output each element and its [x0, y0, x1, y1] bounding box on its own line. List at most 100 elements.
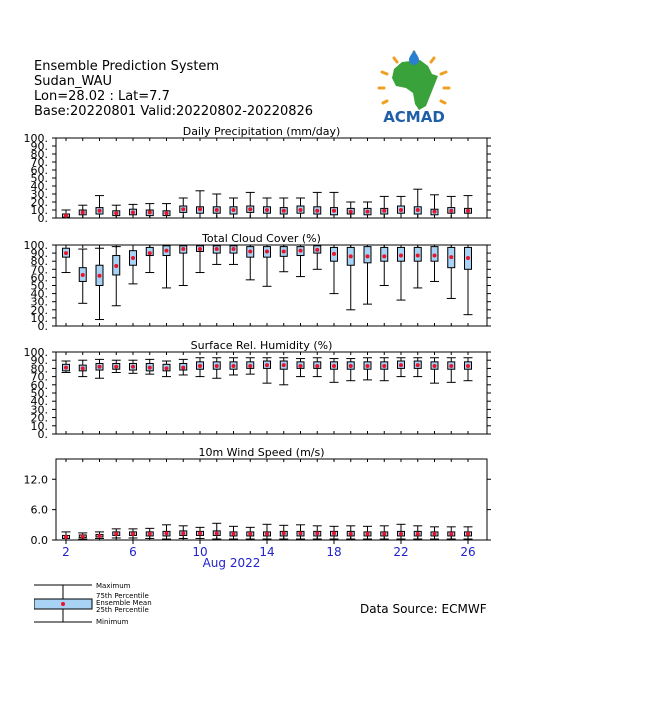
iqr-box — [313, 530, 322, 537]
y-tick-label: 30. — [31, 403, 49, 416]
mean-point — [281, 531, 286, 536]
africa-map-icon — [392, 60, 438, 110]
y-tick-label: 70. — [31, 371, 49, 384]
iqr-box — [179, 205, 188, 213]
water-drop-icon — [409, 50, 419, 65]
mean-point — [97, 273, 102, 278]
mean-point — [97, 208, 102, 213]
y-tick-label: 40. — [31, 288, 49, 301]
mean-point — [164, 248, 169, 253]
iqr-box — [279, 360, 288, 370]
mean-point — [248, 363, 253, 368]
mean-point — [415, 253, 420, 258]
iqr-box — [263, 360, 271, 369]
mean-point — [298, 363, 303, 368]
iqr-box — [313, 361, 322, 369]
y-tick-label: 50. — [31, 387, 49, 400]
x-tick-label: 6 — [129, 545, 137, 559]
iqr-box — [330, 207, 338, 216]
iqr-box — [212, 361, 221, 370]
y-tick-label: 30. — [31, 296, 49, 309]
panel-title: Total Cloud Cover (%) — [201, 232, 321, 245]
iqr-box — [129, 250, 137, 266]
iqr-box — [430, 531, 439, 537]
x-axis-label: Aug 2022 — [203, 556, 261, 570]
logo-text: ACMAD — [383, 108, 445, 126]
acmad-logo: ACMAD — [377, 50, 451, 126]
iqr-box — [179, 530, 188, 536]
y-tick-label: 10. — [31, 420, 49, 433]
mean-point — [449, 255, 454, 260]
iqr-box — [129, 208, 137, 216]
iqr-box — [447, 361, 456, 370]
mean-point — [231, 208, 236, 212]
iqr-box — [95, 362, 104, 371]
iqr-box — [346, 530, 355, 537]
y-tick-label: 60. — [31, 164, 49, 177]
legend-maximum: Maximum — [96, 582, 131, 590]
iqr-box — [397, 205, 405, 214]
iqr-box — [346, 246, 355, 266]
mean-point — [198, 363, 202, 368]
mean-point — [114, 264, 119, 269]
iqr-box — [296, 361, 305, 369]
iqr-box — [196, 206, 204, 214]
mean-point — [298, 531, 303, 536]
mean-point — [265, 363, 269, 368]
sun-rays-icon — [377, 50, 451, 105]
mean-point — [348, 209, 353, 214]
iqr-box — [279, 530, 288, 537]
mean-point — [248, 249, 253, 254]
iqr-box — [78, 534, 87, 538]
iqr-box — [397, 360, 405, 369]
y-tick-label: 90. — [31, 140, 49, 153]
iqr-box — [296, 530, 305, 537]
mean-point — [365, 531, 370, 536]
y-tick-label: 100. — [24, 132, 49, 145]
y-tick-label: 40. — [31, 395, 49, 408]
mean-point — [415, 208, 420, 212]
mean-point — [281, 208, 286, 213]
iqr-box — [413, 360, 422, 369]
iqr-box — [330, 530, 338, 537]
x-tick-label: 18 — [326, 545, 341, 559]
mean-point — [181, 247, 186, 252]
mean-point — [382, 254, 387, 259]
iqr-box — [346, 361, 355, 370]
y-tick-label: 50. — [31, 172, 49, 185]
x-tick-label: 22 — [393, 545, 408, 559]
mean-point — [466, 255, 470, 260]
iqr-box — [95, 533, 104, 538]
iqr-box — [112, 531, 121, 536]
iqr-box — [246, 531, 255, 537]
mean-point — [449, 363, 454, 368]
mean-point — [80, 272, 85, 277]
validity-dates: Base:20220801 Valid:20220802-20220826 — [34, 104, 314, 119]
iqr-box — [162, 530, 171, 537]
mean-point — [415, 531, 420, 536]
iqr-box — [279, 207, 288, 215]
y-tick-label: 0. — [38, 428, 49, 441]
y-tick-label: 10. — [31, 312, 49, 325]
mean-point — [332, 208, 336, 213]
iqr-box — [95, 264, 104, 286]
iqr-box — [246, 246, 255, 258]
mean-point — [131, 255, 135, 260]
iqr-box — [229, 361, 238, 370]
iqr-box — [296, 205, 305, 214]
iqr-box — [413, 530, 422, 537]
iqr-box — [229, 531, 238, 537]
mean-point — [365, 209, 370, 214]
y-tick-label: 90. — [31, 247, 49, 260]
panel-title: 10m Wind Speed (m/s) — [198, 446, 324, 459]
y-tick-label: 0. — [38, 320, 49, 333]
mean-point — [365, 254, 370, 259]
iqr-box — [145, 246, 154, 257]
iqr-box — [330, 246, 338, 262]
y-tick-label: 90. — [31, 354, 49, 367]
mean-point — [432, 209, 437, 214]
iqr-box — [62, 363, 70, 372]
mean-point — [97, 533, 102, 538]
mean-point — [298, 248, 303, 253]
iqr-box — [263, 246, 271, 258]
